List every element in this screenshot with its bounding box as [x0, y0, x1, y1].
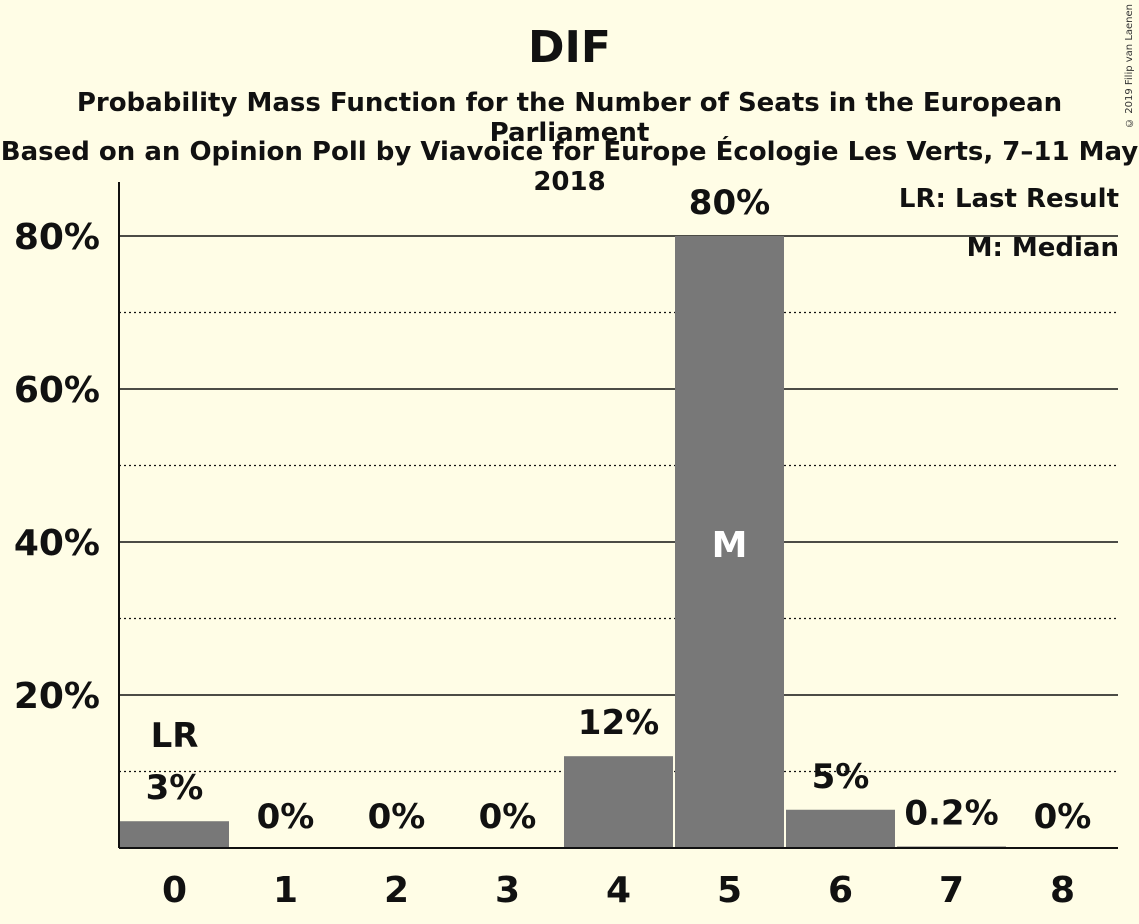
x-tick-label-0: 0 — [162, 870, 187, 911]
chart-subtitle-pmf: Probability Mass Function for the Number… — [76, 88, 1063, 148]
bar-6 — [786, 809, 895, 848]
x-tick-label-1: 1 — [273, 870, 298, 911]
x-tick-label-8: 8 — [1050, 870, 1075, 911]
bar-5 — [675, 236, 784, 848]
value-label-6: 5% — [812, 757, 870, 797]
value-label-8: 0% — [1034, 797, 1092, 837]
x-tick-label-6: 6 — [828, 870, 853, 911]
value-label-1: 0% — [257, 797, 315, 837]
last-result-marker: LR — [151, 716, 199, 756]
x-tick-label-7: 7 — [939, 870, 964, 911]
value-label-4: 12% — [578, 703, 659, 743]
x-tick-label-5: 5 — [717, 870, 742, 911]
x-tick-label-3: 3 — [495, 870, 520, 911]
value-label-3: 0% — [479, 797, 537, 837]
y-tick-label-40: 40% — [14, 523, 100, 564]
chart-subtitle-poll: Based on an Opinion Poll by Viavoice for… — [0, 137, 1139, 197]
chart-title: DIF — [528, 22, 611, 73]
y-tick-label-60: 60% — [14, 370, 100, 411]
value-label-5: 80% — [689, 183, 770, 223]
median-marker: M — [712, 525, 748, 566]
value-label-2: 0% — [368, 797, 426, 837]
y-tick-label-80: 80% — [14, 217, 100, 258]
legend-median: M: Median — [966, 233, 1119, 263]
value-label-7: 0.2% — [904, 793, 998, 833]
y-tick-label-20: 20% — [14, 676, 100, 717]
value-label-0: 3% — [146, 768, 204, 808]
x-tick-label-4: 4 — [606, 870, 631, 911]
bar-0 — [120, 821, 229, 848]
x-tick-label-2: 2 — [384, 870, 409, 911]
bar-4 — [564, 756, 673, 848]
legend-last-result: LR: Last Result — [898, 184, 1119, 214]
